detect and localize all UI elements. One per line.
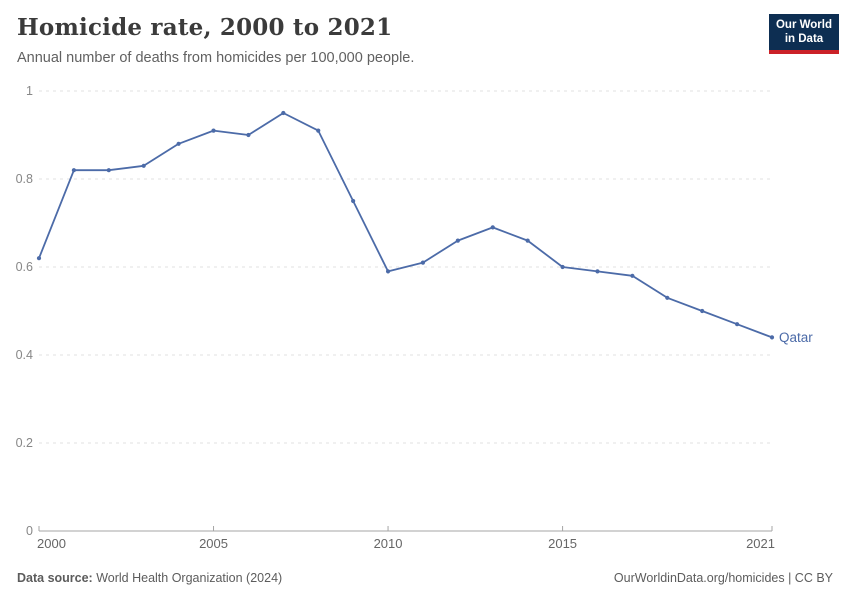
y-axis-label: 0.6 [16,260,33,274]
owid-logo-line2: in Data [784,33,824,46]
data-source: Data source: World Health Organization (… [17,571,282,585]
data-point-marker[interactable] [525,238,530,243]
chart-subtitle: Annual number of deaths from homicides p… [17,49,415,66]
data-point-marker[interactable] [351,198,356,204]
data-point-marker[interactable] [665,295,670,300]
y-axis-label: 0.8 [16,172,33,186]
chart-title: Homicide rate, 2000 to 2021 [17,14,393,41]
data-point-marker[interactable] [36,256,42,261]
data-point-marker[interactable] [630,273,635,278]
data-point-marker[interactable] [106,168,111,173]
data-point-marker[interactable] [141,163,146,168]
data-point-marker[interactable] [176,141,181,146]
chart-header: Homicide rate, 2000 to 2021 Annual numbe… [17,14,757,67]
trend-line[interactable] [38,112,773,339]
data-point-marker[interactable] [281,110,286,116]
y-axis-label: 1 [26,84,33,98]
data-point-marker[interactable] [769,335,775,340]
x-axis-label: 2021 [746,536,775,551]
x-axis-label: 2000 [37,536,66,551]
owid-logo-line1: Our World [775,19,832,31]
data-source-label: Data source: [17,571,93,585]
y-axis-label: 0.4 [16,348,33,362]
entity-label[interactable]: Qatar [779,330,813,345]
data-point-marker[interactable] [211,128,216,133]
data-point-marker[interactable] [316,128,321,133]
x-axis-label: 2015 [548,536,577,551]
chart-footer: Data source: World Health Organization (… [17,571,833,585]
footer-link[interactable]: OurWorldinData.org/homicides | CC BY [613,571,833,585]
data-source-text: World Health Organization (2024) [92,571,283,585]
owid-logo[interactable]: Our World in Data [769,14,839,54]
data-point-marker[interactable] [420,260,426,265]
x-axis-label: 2010 [374,536,403,551]
data-point-marker[interactable] [71,168,77,173]
data-point-marker[interactable] [734,322,740,327]
y-axis-label: 0 [26,524,33,538]
x-axis-label: 2005 [199,536,228,551]
data-point-marker[interactable] [246,132,251,138]
data-point-marker[interactable] [560,264,565,270]
y-axis-label: 0.2 [16,436,33,450]
data-point-marker[interactable] [595,269,600,274]
data-point-marker[interactable] [455,238,460,243]
data-point-marker[interactable] [700,308,705,314]
data-point-marker[interactable] [490,225,495,230]
data-point-marker[interactable] [385,269,391,274]
